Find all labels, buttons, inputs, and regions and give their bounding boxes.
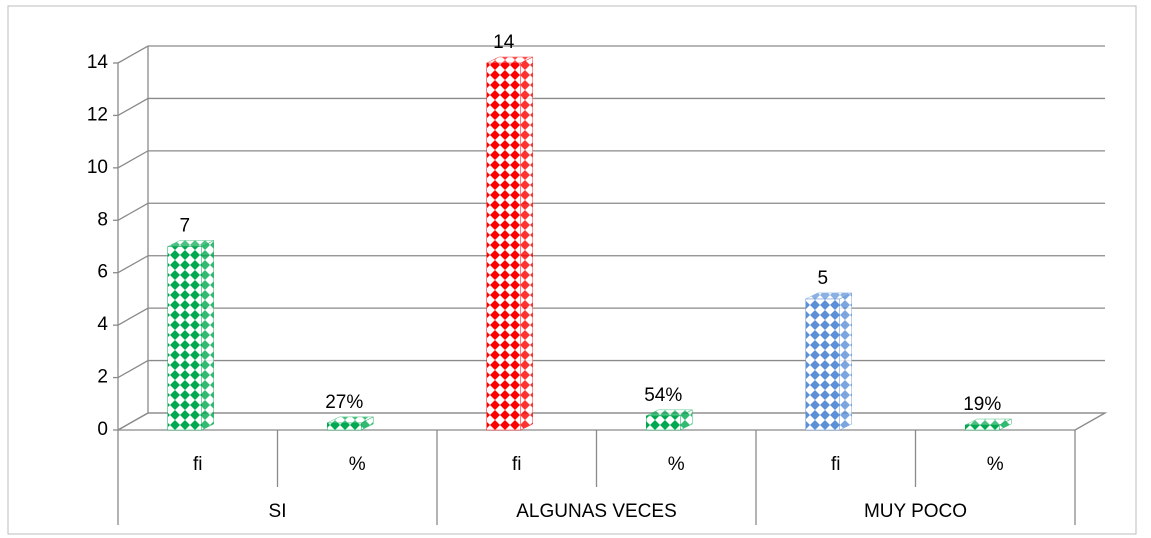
chart-frame	[7, 5, 1137, 535]
bar-top	[965, 418, 1012, 426]
y-tick-label: 10	[87, 157, 108, 178]
bar	[486, 56, 533, 431]
wall	[117, 46, 1108, 431]
bar	[805, 292, 852, 431]
bar-front	[167, 246, 202, 431]
grid-line	[117, 202, 1105, 221]
x-tick-label: %	[349, 454, 366, 475]
x-tick-label: fi	[512, 454, 522, 475]
bar-side	[839, 292, 852, 431]
bar	[327, 416, 374, 431]
data-label: 19%	[963, 394, 1001, 415]
bar-top	[486, 56, 533, 64]
bar-top	[167, 240, 214, 247]
bar-side	[520, 56, 533, 431]
grid-line	[117, 255, 1105, 274]
bar	[965, 418, 1012, 431]
data-label: 27%	[325, 392, 363, 413]
y-tick-label: 2	[97, 367, 108, 388]
y-tick-label: 12	[87, 104, 108, 125]
y-tick-label: 8	[97, 209, 108, 230]
data-label: 14	[493, 32, 515, 53]
y-tick-label: 0	[97, 419, 108, 440]
x-tick-label: %	[668, 454, 685, 475]
grid-line	[117, 97, 1105, 116]
bar-side	[201, 240, 214, 431]
grid-line	[117, 45, 1105, 64]
data-label: 5	[817, 268, 828, 289]
bar-top	[646, 409, 693, 417]
x-tick-label: fi	[193, 454, 203, 475]
bar	[167, 240, 214, 431]
group-label: MUY POCO	[864, 501, 967, 522]
bar-top	[805, 292, 852, 300]
bar	[646, 409, 693, 431]
grid-line	[117, 412, 1105, 431]
grid-line	[117, 307, 1105, 326]
bar-front	[805, 298, 840, 431]
group-label: ALGUNAS VECES	[516, 501, 677, 522]
bar-front	[965, 424, 1000, 431]
data-label: 7	[179, 216, 190, 237]
group-label: SI	[269, 501, 287, 522]
y-tick-label: 14	[87, 52, 109, 73]
bar-front	[327, 422, 362, 431]
bar-front	[486, 62, 521, 431]
x-tick-label: %	[987, 454, 1004, 475]
y-tick-label: 4	[97, 314, 108, 335]
grid-line	[117, 359, 1105, 379]
grid-line	[117, 150, 1105, 169]
x-tick-label: fi	[831, 454, 841, 475]
y-tick-label: 6	[97, 262, 108, 283]
bar-front	[646, 415, 681, 431]
data-label: 54%	[644, 385, 682, 406]
bar-top	[327, 416, 374, 424]
